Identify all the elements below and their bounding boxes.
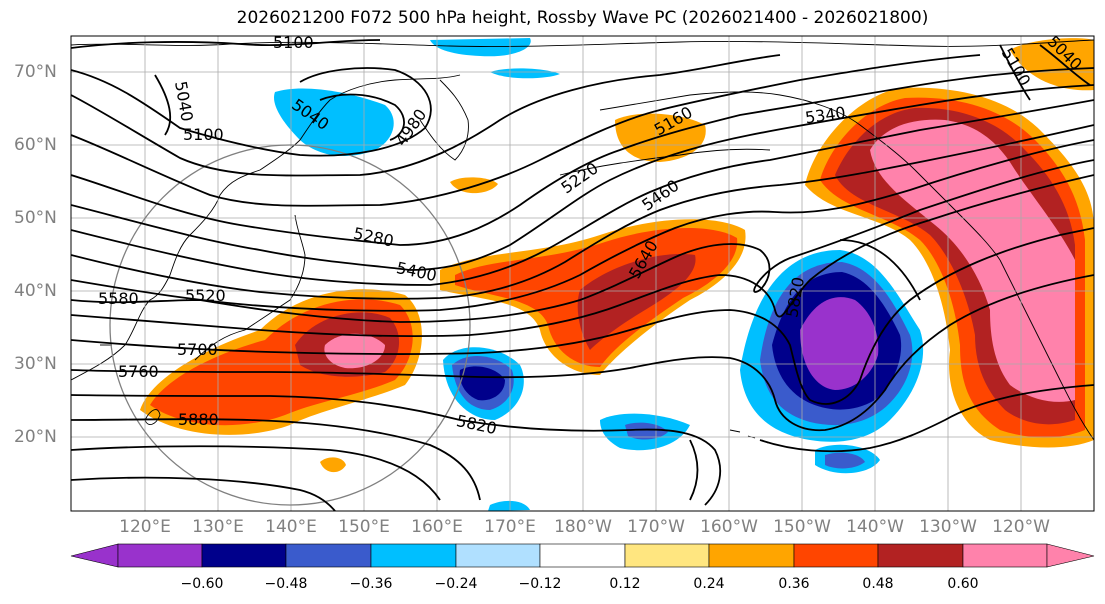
contour-label: 5880 xyxy=(178,410,219,429)
contour-4980-loop xyxy=(319,93,405,141)
colorbar-extend-low xyxy=(70,543,119,568)
contour-5820 xyxy=(71,384,1094,506)
colorbar-tick-label: −0.36 xyxy=(349,576,393,592)
lon-label: 170°E xyxy=(484,517,536,537)
lon-label: 180°W xyxy=(554,517,612,537)
anomaly-negative-okhotsk xyxy=(274,88,394,156)
colorbar-tick-label: 0.24 xyxy=(693,576,725,592)
contour-5400 xyxy=(71,99,1094,286)
contour-label: 5100 xyxy=(273,33,314,52)
lat-label: 60°N xyxy=(14,135,57,155)
contour-5580 xyxy=(71,159,1094,323)
lon-label: 160°E xyxy=(411,517,463,537)
contour-5220 xyxy=(71,54,981,207)
colorbar-tick-label: 0.36 xyxy=(778,576,810,592)
coast-kamchatka xyxy=(419,79,469,161)
lat-label: 50°N xyxy=(14,208,57,228)
contour-label: 5580 xyxy=(98,289,139,308)
coast-alaska xyxy=(599,91,1001,261)
coast-japan xyxy=(194,214,306,361)
graticule xyxy=(71,36,1094,511)
colorbar-tick-label: −0.60 xyxy=(180,576,224,592)
colorbar-tick-label: −0.48 xyxy=(264,576,308,592)
colorbar-tick-label: 0.12 xyxy=(609,576,641,592)
colorbar-tick-label: 0.60 xyxy=(947,576,979,592)
lon-label: 160°W xyxy=(700,517,758,537)
lon-label: 130°E xyxy=(192,517,244,537)
reference-circle xyxy=(109,144,471,506)
lon-label: 140°W xyxy=(846,517,904,537)
coast-north-america-west xyxy=(999,259,1094,441)
contour-label: 5520 xyxy=(185,286,226,305)
contour-5520 xyxy=(71,139,1094,312)
contour-label: 5280 xyxy=(352,224,396,251)
contour-5040-north xyxy=(154,74,172,136)
lon-label: 140°E xyxy=(265,517,317,537)
contour-5340 xyxy=(71,84,1094,271)
lon-label: 170°W xyxy=(627,517,685,537)
coast-aleutians xyxy=(559,148,771,176)
contour-label: 5760 xyxy=(118,362,159,381)
colorbar-tick-label: 0.48 xyxy=(862,576,894,592)
colorbar-tick-label: −0.24 xyxy=(434,576,478,592)
anomaly-shading xyxy=(140,38,1094,511)
contour-5100-north xyxy=(71,39,381,49)
colorbar xyxy=(70,543,1095,568)
height-contours xyxy=(71,39,1094,511)
lat-label: 30°N xyxy=(14,354,57,374)
colorbar-tick-label: −0.12 xyxy=(518,576,562,592)
lon-label: 150°W xyxy=(773,517,831,537)
contour-label: 5700 xyxy=(177,340,218,359)
contour-5640 xyxy=(71,174,1094,338)
lon-label: 120°W xyxy=(992,517,1050,537)
lon-label: 120°E xyxy=(119,517,171,537)
contour-5460 xyxy=(71,124,1094,300)
map-frame xyxy=(70,35,1095,512)
coast-asia-east xyxy=(71,74,461,381)
map-title: 2026021200 F072 500 hPa height, Rossby W… xyxy=(236,8,929,28)
contour-label: 5100 xyxy=(183,125,224,144)
colorbar-extend-high xyxy=(1046,543,1095,568)
contour-5280 xyxy=(71,67,1094,246)
lon-label: 150°E xyxy=(338,517,390,537)
contour-label: 5220 xyxy=(557,158,601,197)
contour-5100-mid xyxy=(71,67,432,157)
contour-5760 xyxy=(71,274,1094,432)
lat-label: 20°N xyxy=(14,427,57,447)
lon-label: 130°W xyxy=(919,517,977,537)
contour-label: 5040 xyxy=(171,80,197,123)
contour-5160 xyxy=(71,54,781,177)
lat-label: 70°N xyxy=(14,62,57,82)
contour-5700 xyxy=(71,227,1094,405)
lat-label: 40°N xyxy=(14,281,57,301)
contour-5100-east xyxy=(999,44,1031,101)
contour-5880 xyxy=(71,418,481,501)
contour-label: 5400 xyxy=(395,258,439,285)
